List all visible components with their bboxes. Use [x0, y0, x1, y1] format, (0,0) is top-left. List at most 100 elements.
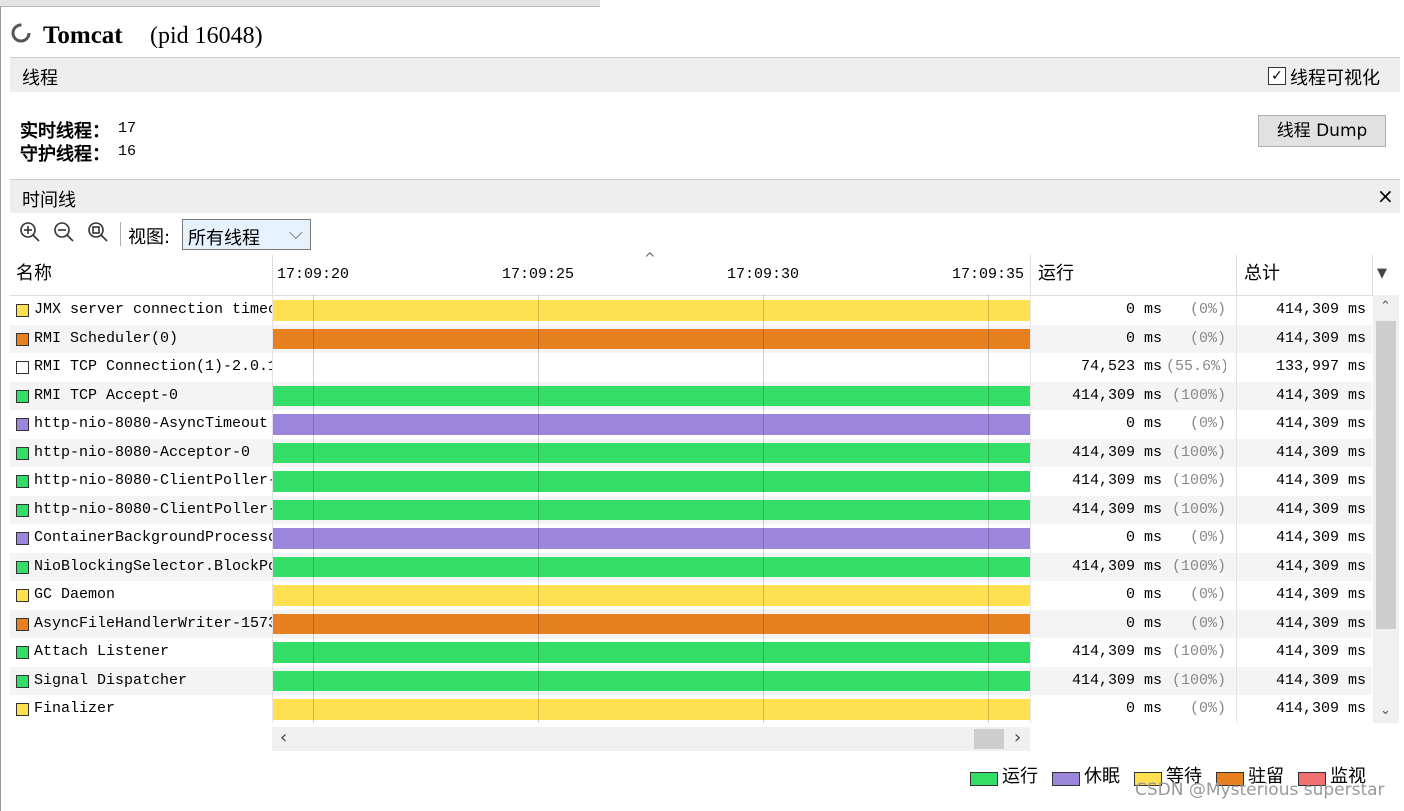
thread-name: Finalizer [34, 700, 116, 717]
app-title: Tomcat [43, 22, 123, 49]
state-swatch [16, 532, 29, 545]
running-time: 0 ms [1125, 415, 1162, 432]
section-title: 线程 [22, 68, 58, 89]
column-divider [1030, 255, 1031, 295]
thread-table: 名称 运行 总计 ^ ▼ 17:09:20 17:09:25 17:09:30 17:09:35… [10, 251, 1400, 760]
total-time: 414,309 ms [1275, 500, 1366, 518]
section-title: 时间线 [22, 190, 76, 211]
legend-label: 监视 [1330, 766, 1366, 787]
running-percent: (55.6%) [1166, 358, 1226, 375]
state-bar [273, 471, 1030, 492]
running-time: 0 ms [1125, 329, 1162, 347]
state-swatch [16, 589, 29, 602]
col-running: 运行 [1038, 263, 1074, 284]
running-time: 0 ms [1125, 614, 1162, 632]
checkbox-label[interactable]: 线程可视化 [1290, 68, 1380, 89]
separator [120, 222, 121, 246]
running-time: 0 ms [1125, 586, 1162, 603]
horizontal-scrollbar[interactable] [272, 726, 1030, 751]
column-divider [1236, 255, 1237, 295]
running-time: 0 ms [1125, 529, 1162, 546]
state-bar [273, 414, 1030, 435]
thread-name: ContainerBackgroundProcessor [34, 529, 272, 546]
legend-swatch [1216, 772, 1244, 786]
state-bar [273, 613, 1030, 634]
thread-name: RMI Scheduler(0) [34, 329, 179, 347]
total-time: 414,309 ms [1275, 329, 1366, 347]
total-time: 414,309 ms [1275, 671, 1366, 689]
legend-swatch [1052, 772, 1080, 786]
scroll-left[interactable]: ‹ [280, 726, 288, 748]
running-percent: (0%) [1189, 529, 1226, 546]
total-time: 414,309 ms [1275, 443, 1366, 461]
running-time: 414,309 ms [1071, 557, 1162, 575]
total-time: 414,309 ms [1275, 301, 1366, 318]
zoom-out[interactable] [54, 222, 74, 242]
state-swatch [16, 332, 29, 346]
column-menu[interactable]: ▼ [1377, 266, 1387, 281]
time-tick: 17:09:25 [501, 266, 574, 283]
pid: (pid 16048) [150, 23, 263, 49]
state-swatch [16, 446, 29, 460]
threads-header: 线程 ✓ 线程可视化 [10, 57, 1400, 92]
dump-button[interactable]: 线程 Dump [1258, 115, 1386, 147]
thread-name: http-nio-8080-AsyncTimeout [34, 415, 269, 432]
time-tick: 17:09:20 [276, 266, 349, 283]
time-grid-line [538, 295, 539, 723]
zoom-fit[interactable] [88, 222, 108, 242]
watermark: CSDN @Mysterious superstar [1135, 780, 1385, 800]
running-percent: (0%) [1189, 415, 1226, 432]
col-total: 总计 [1244, 263, 1280, 284]
state-swatch [16, 361, 29, 374]
total-time: 414,309 ms [1275, 529, 1366, 546]
time-grid-line [988, 295, 989, 723]
view-label: 视图: [128, 227, 171, 248]
close-button[interactable]: × [1377, 184, 1394, 208]
state-swatch [16, 617, 29, 631]
running-percent: (100%) [1171, 557, 1226, 575]
timeline-header: 时间线 × [10, 179, 1400, 213]
state-swatch [16, 418, 29, 431]
total-time: 414,309 ms [1275, 415, 1366, 432]
state-swatch [16, 389, 29, 403]
hscroll-thumb[interactable] [974, 728, 1004, 749]
scroll-thumb[interactable] [1376, 321, 1396, 629]
column-divider [1236, 295, 1237, 723]
legend: 运行 休眠 等待 驻留 监视 [960, 766, 1400, 792]
scroll-up[interactable]: ⌃ [1380, 299, 1391, 314]
total-time: 414,309 ms [1275, 472, 1366, 489]
scroll-down[interactable]: ⌄ [1380, 702, 1391, 718]
legend-swatch [1134, 772, 1162, 786]
column-divider [272, 295, 273, 723]
total-time: 133,997 ms [1275, 358, 1366, 375]
running-percent: (100%) [1171, 500, 1226, 518]
total-time: 414,309 ms [1275, 614, 1366, 632]
state-bar [273, 328, 1030, 349]
column-divider [272, 255, 273, 295]
thread-name: AsyncFileHandlerWriter-1573 [34, 614, 272, 632]
thread-name: Attach Listener [34, 643, 170, 660]
thread-name: GC Daemon [34, 586, 116, 603]
legend-label: 休眠 [1084, 766, 1120, 787]
state-bar [273, 585, 1030, 606]
dropdown-arrow: ⌵ [289, 223, 303, 244]
state-bar [273, 670, 1030, 691]
live-value: 17 [118, 120, 137, 137]
view-select[interactable]: 所有线程 ⌵ [182, 219, 311, 250]
state-bar [273, 699, 1030, 720]
sort-indicator: ^ [644, 251, 656, 267]
checkbox[interactable]: ✓ [1268, 67, 1286, 85]
running-percent: (100%) [1171, 472, 1226, 489]
state-bar [273, 300, 1030, 321]
table-header [10, 255, 1398, 296]
running-percent: (100%) [1171, 386, 1226, 404]
state-bar [273, 442, 1030, 463]
state-bar [273, 556, 1030, 577]
running-time: 414,309 ms [1071, 443, 1162, 461]
legend-label: 等待 [1166, 766, 1202, 787]
zoom-in[interactable] [20, 222, 40, 242]
thread-name: RMI TCP Accept-0 [34, 386, 179, 404]
time-tick: 17:09:35 [951, 266, 1024, 283]
scroll-right[interactable]: › [1014, 726, 1022, 748]
total-time: 414,309 ms [1275, 700, 1366, 717]
